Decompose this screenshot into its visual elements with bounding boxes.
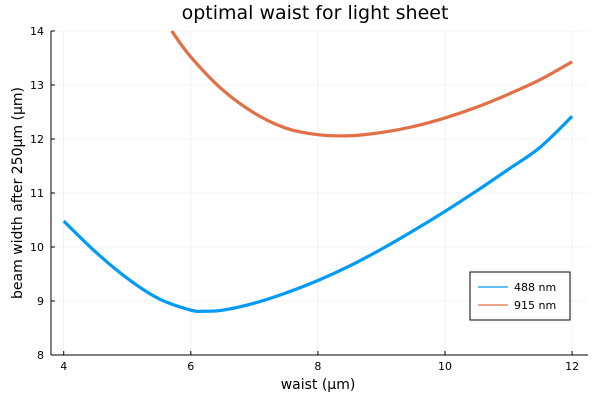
x-axis-label: waist (µm) bbox=[281, 377, 356, 393]
legend-label-2: 915 nm bbox=[514, 299, 556, 312]
series-line-1 bbox=[62, 115, 574, 314]
y-tick-label: 12 bbox=[30, 133, 44, 146]
x-tick-label: 6 bbox=[187, 360, 194, 373]
ticks: 4 6 8 10 12 8 9 10 11 12 13 14 bbox=[30, 25, 579, 373]
y-axis-label: beam width after 250µm (µm) bbox=[10, 87, 26, 299]
chart-title: optimal waist for light sheet bbox=[182, 2, 449, 24]
series-lines bbox=[62, 30, 574, 314]
y-tick-label: 13 bbox=[30, 79, 44, 92]
legend: 488 nm 915 nm bbox=[469, 271, 571, 321]
y-tick-label: 8 bbox=[37, 349, 44, 362]
series-line-2 bbox=[170, 30, 573, 138]
y-tick-label: 10 bbox=[30, 241, 44, 254]
y-tick-label: 9 bbox=[37, 295, 44, 308]
y-tick-label: 11 bbox=[30, 187, 44, 200]
y-tick-label: 14 bbox=[30, 25, 44, 38]
x-tick-label: 4 bbox=[60, 360, 67, 373]
x-tick-label: 8 bbox=[314, 360, 321, 373]
legend-label-1: 488 nm bbox=[514, 281, 556, 294]
legend-box bbox=[469, 271, 571, 321]
x-tick-label: 12 bbox=[565, 360, 579, 373]
x-tick-label: 10 bbox=[438, 360, 452, 373]
